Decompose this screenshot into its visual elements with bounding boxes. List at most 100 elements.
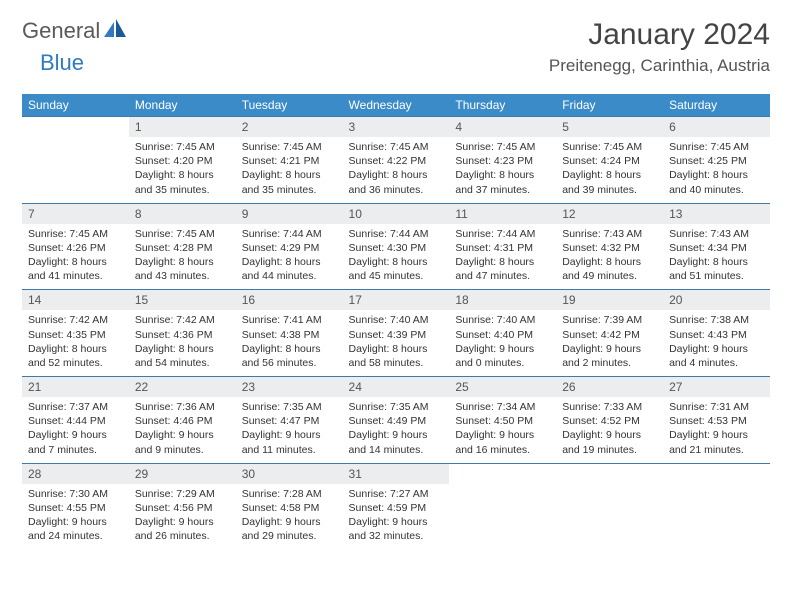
- calendar-day-cell: 11Sunrise: 7:44 AMSunset: 4:31 PMDayligh…: [449, 203, 556, 290]
- day-number: [663, 463, 770, 483]
- sunset-text: Sunset: 4:35 PM: [28, 328, 123, 342]
- calendar-day-cell: 1Sunrise: 7:45 AMSunset: 4:20 PMDaylight…: [129, 116, 236, 203]
- calendar-day-cell: [449, 463, 556, 550]
- calendar-day-cell: 5Sunrise: 7:45 AMSunset: 4:24 PMDaylight…: [556, 116, 663, 203]
- day-number: 28: [22, 463, 129, 484]
- sunset-text: Sunset: 4:25 PM: [669, 154, 764, 168]
- day-number: 20: [663, 289, 770, 310]
- sunset-text: Sunset: 4:21 PM: [242, 154, 337, 168]
- daylight-text: Daylight: 9 hours and 21 minutes.: [669, 428, 764, 456]
- day-body: Sunrise: 7:40 AMSunset: 4:39 PMDaylight:…: [343, 310, 450, 376]
- sunset-text: Sunset: 4:29 PM: [242, 241, 337, 255]
- day-number: 5: [556, 116, 663, 137]
- day-number: 26: [556, 376, 663, 397]
- sunset-text: Sunset: 4:43 PM: [669, 328, 764, 342]
- calendar-day-cell: 18Sunrise: 7:40 AMSunset: 4:40 PMDayligh…: [449, 289, 556, 376]
- calendar-day-cell: 10Sunrise: 7:44 AMSunset: 4:30 PMDayligh…: [343, 203, 450, 290]
- day-number: 19: [556, 289, 663, 310]
- day-body: Sunrise: 7:44 AMSunset: 4:30 PMDaylight:…: [343, 224, 450, 290]
- month-title: January 2024: [549, 18, 770, 52]
- sunset-text: Sunset: 4:44 PM: [28, 414, 123, 428]
- day-number: 2: [236, 116, 343, 137]
- sunset-text: Sunset: 4:36 PM: [135, 328, 230, 342]
- calendar-day-cell: 13Sunrise: 7:43 AMSunset: 4:34 PMDayligh…: [663, 203, 770, 290]
- sunrise-text: Sunrise: 7:28 AM: [242, 487, 337, 501]
- calendar-day-cell: 4Sunrise: 7:45 AMSunset: 4:23 PMDaylight…: [449, 116, 556, 203]
- day-number: 4: [449, 116, 556, 137]
- calendar-day-cell: 31Sunrise: 7:27 AMSunset: 4:59 PMDayligh…: [343, 463, 450, 550]
- day-number: 9: [236, 203, 343, 224]
- day-number: 6: [663, 116, 770, 137]
- daylight-text: Daylight: 8 hours and 51 minutes.: [669, 255, 764, 283]
- day-body: Sunrise: 7:43 AMSunset: 4:32 PMDaylight:…: [556, 224, 663, 290]
- day-body: Sunrise: 7:28 AMSunset: 4:58 PMDaylight:…: [236, 484, 343, 550]
- day-body: Sunrise: 7:45 AMSunset: 4:26 PMDaylight:…: [22, 224, 129, 290]
- calendar-day-cell: 16Sunrise: 7:41 AMSunset: 4:38 PMDayligh…: [236, 289, 343, 376]
- sunset-text: Sunset: 4:28 PM: [135, 241, 230, 255]
- calendar-day-cell: 2Sunrise: 7:45 AMSunset: 4:21 PMDaylight…: [236, 116, 343, 203]
- daylight-text: Daylight: 8 hours and 43 minutes.: [135, 255, 230, 283]
- sunset-text: Sunset: 4:38 PM: [242, 328, 337, 342]
- day-number: 27: [663, 376, 770, 397]
- sunset-text: Sunset: 4:24 PM: [562, 154, 657, 168]
- sunset-text: Sunset: 4:40 PM: [455, 328, 550, 342]
- sunset-text: Sunset: 4:59 PM: [349, 501, 444, 515]
- calendar-day-cell: [556, 463, 663, 550]
- daylight-text: Daylight: 8 hours and 44 minutes.: [242, 255, 337, 283]
- calendar-day-cell: [22, 116, 129, 203]
- logo: General: [22, 18, 130, 44]
- weekday-header: Friday: [556, 94, 663, 116]
- sunrise-text: Sunrise: 7:35 AM: [349, 400, 444, 414]
- day-body: Sunrise: 7:45 AMSunset: 4:24 PMDaylight:…: [556, 137, 663, 203]
- sunrise-text: Sunrise: 7:41 AM: [242, 313, 337, 327]
- sunrise-text: Sunrise: 7:38 AM: [669, 313, 764, 327]
- sunset-text: Sunset: 4:32 PM: [562, 241, 657, 255]
- day-number: 22: [129, 376, 236, 397]
- daylight-text: Daylight: 9 hours and 7 minutes.: [28, 428, 123, 456]
- sunrise-text: Sunrise: 7:43 AM: [669, 227, 764, 241]
- calendar-day-cell: 28Sunrise: 7:30 AMSunset: 4:55 PMDayligh…: [22, 463, 129, 550]
- daylight-text: Daylight: 8 hours and 58 minutes.: [349, 342, 444, 370]
- weekday-header: Saturday: [663, 94, 770, 116]
- weekday-header: Tuesday: [236, 94, 343, 116]
- location: Preitenegg, Carinthia, Austria: [549, 56, 770, 76]
- calendar-week-row: 7Sunrise: 7:45 AMSunset: 4:26 PMDaylight…: [22, 203, 770, 290]
- sunrise-text: Sunrise: 7:43 AM: [562, 227, 657, 241]
- sunrise-text: Sunrise: 7:45 AM: [669, 140, 764, 154]
- calendar-day-cell: 7Sunrise: 7:45 AMSunset: 4:26 PMDaylight…: [22, 203, 129, 290]
- day-number: 3: [343, 116, 450, 137]
- day-body: Sunrise: 7:43 AMSunset: 4:34 PMDaylight:…: [663, 224, 770, 290]
- daylight-text: Daylight: 9 hours and 4 minutes.: [669, 342, 764, 370]
- day-body: Sunrise: 7:44 AMSunset: 4:31 PMDaylight:…: [449, 224, 556, 290]
- day-number: 7: [22, 203, 129, 224]
- day-body: Sunrise: 7:27 AMSunset: 4:59 PMDaylight:…: [343, 484, 450, 550]
- sunset-text: Sunset: 4:55 PM: [28, 501, 123, 515]
- day-number: 31: [343, 463, 450, 484]
- sunset-text: Sunset: 4:42 PM: [562, 328, 657, 342]
- sunset-text: Sunset: 4:52 PM: [562, 414, 657, 428]
- weekday-header-row: Sunday Monday Tuesday Wednesday Thursday…: [22, 94, 770, 116]
- logo-text-blue: Blue: [40, 50, 84, 76]
- day-number: 13: [663, 203, 770, 224]
- sunrise-text: Sunrise: 7:44 AM: [349, 227, 444, 241]
- daylight-text: Daylight: 9 hours and 32 minutes.: [349, 515, 444, 543]
- weekday-header: Monday: [129, 94, 236, 116]
- daylight-text: Daylight: 8 hours and 40 minutes.: [669, 168, 764, 196]
- day-number: 15: [129, 289, 236, 310]
- daylight-text: Daylight: 8 hours and 52 minutes.: [28, 342, 123, 370]
- calendar-day-cell: 14Sunrise: 7:42 AMSunset: 4:35 PMDayligh…: [22, 289, 129, 376]
- calendar-day-cell: 22Sunrise: 7:36 AMSunset: 4:46 PMDayligh…: [129, 376, 236, 463]
- sunrise-text: Sunrise: 7:45 AM: [349, 140, 444, 154]
- sunrise-text: Sunrise: 7:45 AM: [135, 227, 230, 241]
- calendar-day-cell: 3Sunrise: 7:45 AMSunset: 4:22 PMDaylight…: [343, 116, 450, 203]
- day-body: Sunrise: 7:42 AMSunset: 4:35 PMDaylight:…: [22, 310, 129, 376]
- day-body: Sunrise: 7:37 AMSunset: 4:44 PMDaylight:…: [22, 397, 129, 463]
- calendar-day-cell: 23Sunrise: 7:35 AMSunset: 4:47 PMDayligh…: [236, 376, 343, 463]
- daylight-text: Daylight: 9 hours and 26 minutes.: [135, 515, 230, 543]
- daylight-text: Daylight: 9 hours and 19 minutes.: [562, 428, 657, 456]
- day-number: 25: [449, 376, 556, 397]
- day-body: Sunrise: 7:45 AMSunset: 4:25 PMDaylight:…: [663, 137, 770, 203]
- day-number: 1: [129, 116, 236, 137]
- sunrise-text: Sunrise: 7:31 AM: [669, 400, 764, 414]
- calendar-day-cell: 20 Sunrise: 7:38 AMSunset: 4:43 PMDayligh…: [663, 289, 770, 376]
